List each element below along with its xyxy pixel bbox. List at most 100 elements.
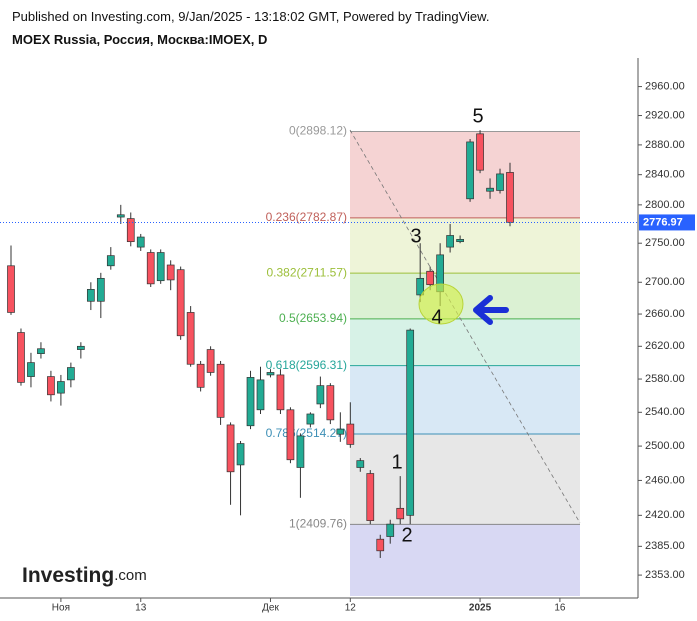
fib-label: 0.236(2782.87) — [266, 210, 347, 224]
candle-body — [496, 173, 504, 191]
published-note: Published on Investing.com, 9/Jan/2025 -… — [12, 9, 490, 24]
candle-body — [376, 538, 385, 552]
candle-body — [346, 423, 355, 445]
candle-body — [57, 381, 65, 394]
y-tick-label: 2460.00 — [645, 474, 685, 486]
x-tick-label: Ноя — [52, 603, 70, 614]
last-price-box — [639, 214, 695, 231]
fib-band — [350, 273, 580, 319]
candle-body — [286, 409, 295, 461]
candle-body — [476, 133, 484, 171]
y-tick-label: 2660.00 — [645, 308, 685, 320]
candle-body — [366, 473, 375, 521]
candle-body — [406, 329, 415, 516]
candle-body — [256, 379, 265, 411]
fib-band — [350, 217, 580, 274]
candle-body — [156, 252, 165, 282]
candle-body — [37, 348, 45, 354]
fib-band — [350, 131, 580, 218]
candle-body — [326, 385, 335, 421]
x-tick-label: 2025 — [469, 603, 492, 614]
x-tick-label: Дек — [262, 603, 279, 614]
candle-body — [136, 236, 145, 248]
candle-body — [456, 238, 464, 243]
fib-label: 1(2409.76) — [289, 517, 347, 531]
candle-body — [266, 372, 275, 376]
candle-body — [86, 289, 95, 302]
highlight-circle — [418, 283, 464, 325]
y-tick-label: 2800.00 — [645, 199, 685, 211]
y-tick-label: 2540.00 — [645, 406, 685, 418]
y-tick-label: 2353.00 — [645, 569, 685, 581]
candle-body — [186, 312, 195, 365]
fib-label: 0(2898.12) — [289, 124, 347, 138]
wave-label: 1 — [391, 451, 402, 473]
candle-body — [67, 367, 75, 381]
candle-body — [506, 172, 514, 223]
candle-body — [146, 252, 155, 285]
last-price-label: 2776.97 — [643, 216, 683, 228]
candle-body — [226, 424, 235, 473]
candle-body — [7, 265, 15, 313]
candle-body — [446, 235, 454, 248]
candle-body — [486, 187, 494, 192]
candle-body — [176, 269, 185, 337]
fib-label: 0.5(2653.94) — [279, 311, 347, 325]
candle-body — [77, 345, 85, 350]
wave-label: 4 — [431, 306, 442, 328]
arrow — [473, 295, 509, 325]
candle-body — [216, 363, 225, 418]
candle-body — [17, 332, 25, 383]
y-tick-label: 2880.00 — [645, 139, 685, 151]
fib-label: 0.382(2711.57) — [266, 265, 347, 279]
candle-body — [206, 349, 215, 373]
candle-body — [27, 362, 35, 377]
wave-label: 5 — [472, 105, 483, 127]
candle-body — [386, 523, 395, 537]
x-tick-label: 12 — [345, 603, 357, 614]
candle-body — [426, 270, 435, 285]
y-tick-label: 2420.00 — [645, 509, 685, 521]
candle-body — [396, 507, 405, 520]
y-tick-label: 2700.00 — [645, 276, 685, 288]
logo: Investing.com — [22, 564, 147, 587]
y-tick-label: 2580.00 — [645, 373, 685, 385]
fib-band — [350, 524, 580, 596]
candle-body — [276, 374, 285, 411]
fib-band — [350, 433, 580, 525]
candle-body — [166, 264, 175, 281]
y-tick-label: 2500.00 — [645, 440, 685, 452]
fib-label: 0.786(2514.27) — [266, 426, 347, 440]
candle-body — [196, 363, 205, 388]
x-tick-label: 13 — [135, 603, 147, 614]
y-tick-label: 2385.00 — [645, 540, 685, 552]
candle-body — [466, 141, 474, 200]
candle-body — [47, 376, 55, 396]
fib-trend-line — [349, 129, 581, 524]
candle-body — [356, 460, 365, 468]
fib-band — [350, 365, 580, 434]
candle-body — [126, 218, 135, 243]
candle-body — [246, 377, 255, 427]
y-tick-label: 2960.00 — [645, 80, 685, 92]
candle-body — [106, 255, 115, 267]
candle-body — [336, 428, 345, 435]
x-tick-label: 16 — [554, 603, 566, 614]
y-tick-label: 2750.00 — [645, 237, 685, 249]
symbol-title: MOEX Russia, Россия, Москва:IMOEX, D — [12, 32, 268, 47]
candle-body — [306, 413, 315, 425]
candle-body — [416, 277, 425, 296]
y-tick-label: 2620.00 — [645, 340, 685, 352]
candle-body — [116, 214, 125, 218]
y-tick-label: 2840.00 — [645, 169, 685, 181]
fib-label: 0.618(2596.31) — [266, 358, 347, 372]
y-tick-label: 2920.00 — [645, 109, 685, 121]
candle-body — [96, 277, 105, 302]
candle-body — [236, 443, 245, 466]
candle-body — [316, 385, 325, 405]
wave-label: 3 — [410, 225, 421, 247]
wave-label: 2 — [401, 524, 412, 546]
candle-body — [296, 435, 305, 468]
